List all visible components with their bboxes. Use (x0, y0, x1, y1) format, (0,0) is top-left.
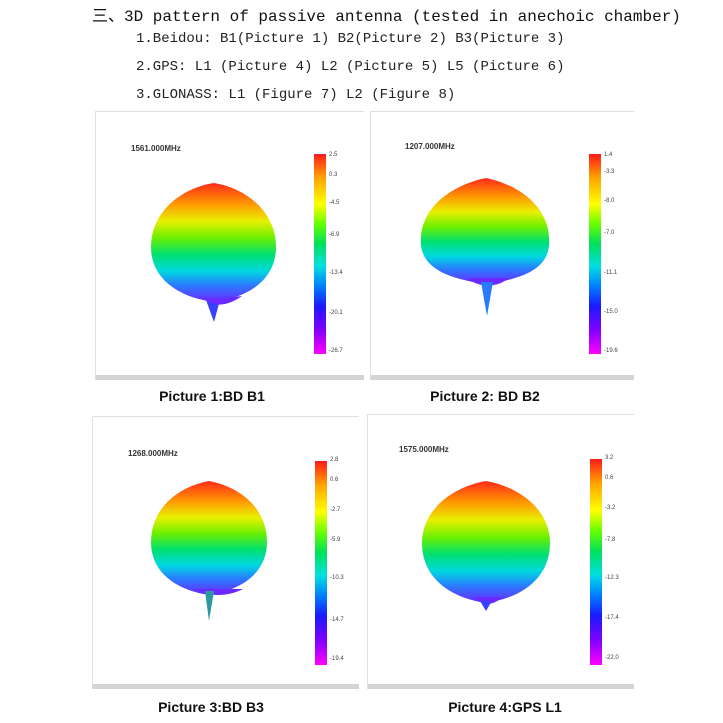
caption-picture-1: Picture 1:BD B1 (159, 388, 265, 404)
frequency-label: 1561.000MHz (131, 144, 181, 153)
color-scale-bar (589, 154, 601, 354)
color-scale-bar (314, 154, 326, 354)
scale-tick: -7.8 (605, 537, 616, 543)
list-item-glonass: 3.GLONASS: L1 (Figure 7) L2 (Figure 8) (136, 87, 456, 103)
scale-tick: 2.8 (330, 457, 339, 463)
pattern-panel-2: 1207.000MHz 1.4 -3.3 -8.0 -7.0 -11.1 -15… (370, 111, 634, 380)
pattern-panel-3: 1268.000MHz 2.8 0.6 -2.7 -5.9 -10.3 -14.… (92, 416, 359, 689)
radiation-pattern-plot (151, 481, 267, 621)
scale-tick: -11.1 (604, 270, 618, 276)
horizontal-scrollbar[interactable] (368, 684, 634, 689)
scale-tick: -4.5 (329, 200, 340, 206)
scale-tick: 0.6 (330, 477, 339, 483)
radiation-pattern-plot (151, 183, 276, 322)
pattern-panel-4: 1575.000MHz 3.2 0.6 -3.2 -7.8 -12.3 -17.… (367, 414, 634, 689)
scale-tick: -19.4 (330, 656, 344, 662)
scale-tick: -5.9 (330, 537, 341, 543)
color-scale-bar (590, 459, 602, 665)
color-scale-bar (315, 461, 327, 665)
scale-tick: -15.0 (604, 309, 618, 315)
scale-tick: -2.7 (330, 507, 341, 513)
list-item-beidou: 1.Beidou: B1(Picture 1) B2(Picture 2) B3… (136, 31, 565, 47)
radiation-pattern-plot (420, 178, 550, 316)
scale-tick: 0.6 (605, 475, 614, 481)
scale-tick: 3.2 (605, 455, 614, 461)
scale-tick: -17.4 (605, 615, 619, 621)
caption-picture-3: Picture 3:BD B3 (158, 699, 264, 715)
scale-tick: -8.0 (604, 198, 615, 204)
scale-tick: 1.4 (604, 152, 613, 158)
scale-tick: -20.1 (329, 310, 343, 316)
list-item-gps: 2.GPS: L1 (Picture 4) L2 (Picture 5) L5 … (136, 59, 565, 75)
scale-tick: -22.0 (605, 655, 619, 661)
scale-tick: 0.3 (329, 172, 338, 178)
scale-tick: -3.3 (604, 169, 615, 175)
frequency-label: 1207.000MHz (405, 142, 455, 151)
horizontal-scrollbar[interactable] (96, 375, 364, 380)
scale-tick: -6.9 (329, 232, 340, 238)
scale-tick: -14.7 (330, 617, 344, 623)
horizontal-scrollbar[interactable] (371, 375, 634, 380)
scale-tick: -26.7 (329, 348, 343, 354)
scale-tick: -19.6 (604, 348, 618, 354)
frequency-label: 1268.000MHz (128, 449, 178, 458)
horizontal-scrollbar[interactable] (93, 684, 359, 689)
caption-picture-2: Picture 2: BD B2 (430, 388, 540, 404)
frequency-label: 1575.000MHz (399, 445, 449, 454)
section-heading: 三、3D pattern of passive antenna (tested … (92, 8, 681, 26)
radiation-pattern-plot (422, 481, 550, 611)
scale-tick: 2.5 (329, 152, 338, 158)
scale-tick: -10.3 (330, 575, 344, 581)
caption-picture-4: Picture 4:GPS L1 (448, 699, 562, 715)
pattern-panel-1: 1561.000MHz 2.5 0.3 -4.5 -6.9 -13.4 -20.… (95, 111, 364, 380)
scale-tick: -3.2 (605, 505, 616, 511)
scale-tick: -12.3 (605, 575, 619, 581)
scale-tick: -7.0 (604, 230, 615, 236)
scale-tick: -13.4 (329, 270, 343, 276)
